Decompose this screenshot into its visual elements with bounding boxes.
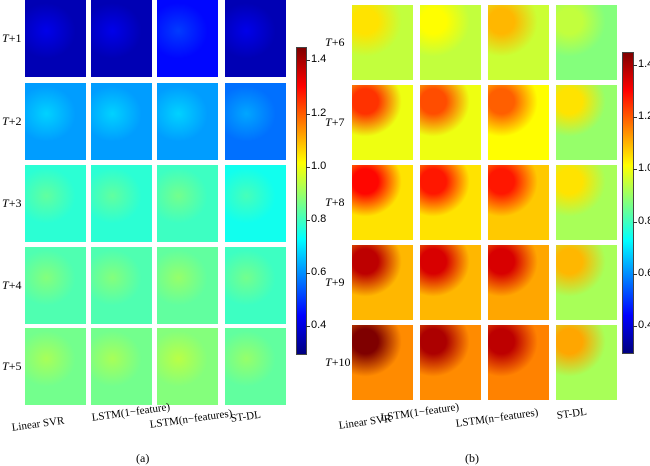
- row-label: T+9: [325, 274, 345, 289]
- row-label: T+3: [2, 195, 22, 210]
- colorbar-tick-mark: [633, 65, 637, 67]
- colorbar-tick-mark: [306, 273, 310, 275]
- heatmap-cell: [488, 245, 549, 320]
- colorbar-tick-mark: [633, 273, 637, 275]
- heatmap-cell: [488, 5, 549, 80]
- heatmap-cell: [25, 165, 86, 242]
- column-label: LSTM(n−features): [455, 406, 540, 430]
- heatmap-cell: [25, 0, 86, 77]
- heatmap-cell: [91, 328, 152, 405]
- colorbar-tick-label: 0.4: [311, 319, 327, 332]
- heatmap-cell: [420, 5, 481, 80]
- colorbar-tick-mark: [633, 221, 637, 223]
- heatmap-cell: [488, 325, 549, 400]
- heatmap-cell: [157, 165, 218, 242]
- colorbar-tick-label: 0.8: [311, 212, 327, 225]
- row-label: T+5: [2, 358, 22, 373]
- row-label: T+8: [325, 194, 345, 209]
- colorbar-tick-mark: [306, 326, 310, 328]
- colorbar-tick-label: 0.4: [638, 318, 650, 331]
- heatmap-cell: [25, 247, 86, 324]
- heatmap-cell: [420, 325, 481, 400]
- colorbar-tick-label: 1.0: [638, 162, 650, 175]
- colorbar-tick-label: 1.4: [311, 53, 327, 66]
- colorbar-tick-mark: [306, 219, 310, 221]
- colorbar-tick-label: 0.6: [311, 266, 327, 279]
- colorbar-tick-label: 1.4: [638, 58, 650, 71]
- row-label: T+2: [2, 113, 22, 128]
- heatmap-cell: [556, 85, 617, 160]
- heatmap-cell: [352, 165, 413, 240]
- heatmap-cell: [157, 328, 218, 405]
- colorbar-tick-mark: [306, 166, 310, 168]
- colorbar: [622, 52, 634, 354]
- heatmap-cell: [157, 247, 218, 324]
- heatmap-cell: [25, 83, 86, 160]
- row-label: T+1: [2, 30, 22, 45]
- heatmap-cell: [488, 85, 549, 160]
- colorbar-tick-label: 0.6: [638, 266, 650, 279]
- column-label: Linear SVR: [11, 414, 66, 434]
- colorbar-tick-mark: [633, 169, 637, 171]
- colorbar-tick-mark: [306, 60, 310, 62]
- colorbar-tick-mark: [633, 117, 637, 119]
- heatmap-cell: [157, 83, 218, 160]
- heatmap-cell: [91, 0, 152, 77]
- heatmap-cell: [556, 245, 617, 320]
- heatmap-cell: [157, 0, 218, 77]
- column-label: ST-DL: [556, 405, 588, 422]
- heatmap-cell: [352, 325, 413, 400]
- colorbar-tick-label: 1.2: [638, 110, 650, 123]
- heatmap-cell: [352, 5, 413, 80]
- heatmap-cell: [420, 165, 481, 240]
- heatmap-cell: [420, 245, 481, 320]
- heatmap-cell: [420, 85, 481, 160]
- column-label: LSTM(1−feature): [380, 401, 460, 424]
- heatmap-cell: [225, 165, 286, 242]
- heatmap-cell: [488, 165, 549, 240]
- heatmap-cell: [352, 245, 413, 320]
- row-label: T+7: [325, 114, 345, 129]
- heatmap-cell: [556, 325, 617, 400]
- heatmap-cell: [91, 83, 152, 160]
- heatmap-cell: [25, 328, 86, 405]
- colorbar: [296, 47, 307, 355]
- heatmap-cell: [225, 83, 286, 160]
- colorbar-tick-label: 1.2: [311, 106, 327, 119]
- row-label: T+6: [325, 34, 345, 49]
- colorbar-tick-label: 0.8: [638, 214, 650, 227]
- row-label: T+10: [325, 354, 351, 369]
- heatmap-cell: [91, 247, 152, 324]
- colorbar-tick-label: 1.0: [311, 159, 327, 172]
- heatmap-cell: [91, 165, 152, 242]
- colorbar-tick-mark: [633, 325, 637, 327]
- heatmap-cell: [352, 85, 413, 160]
- column-label: ST-DL: [230, 408, 262, 425]
- heatmap-cell: [556, 5, 617, 80]
- row-label: T+4: [2, 277, 22, 292]
- heatmap-cell: [225, 247, 286, 324]
- colorbar-tick-mark: [306, 113, 310, 115]
- caption-b: (b): [465, 451, 479, 465]
- heatmap-cell: [556, 165, 617, 240]
- caption-a: (a): [136, 451, 150, 465]
- heatmap-cell: [225, 0, 286, 77]
- heatmap-cell: [225, 328, 286, 405]
